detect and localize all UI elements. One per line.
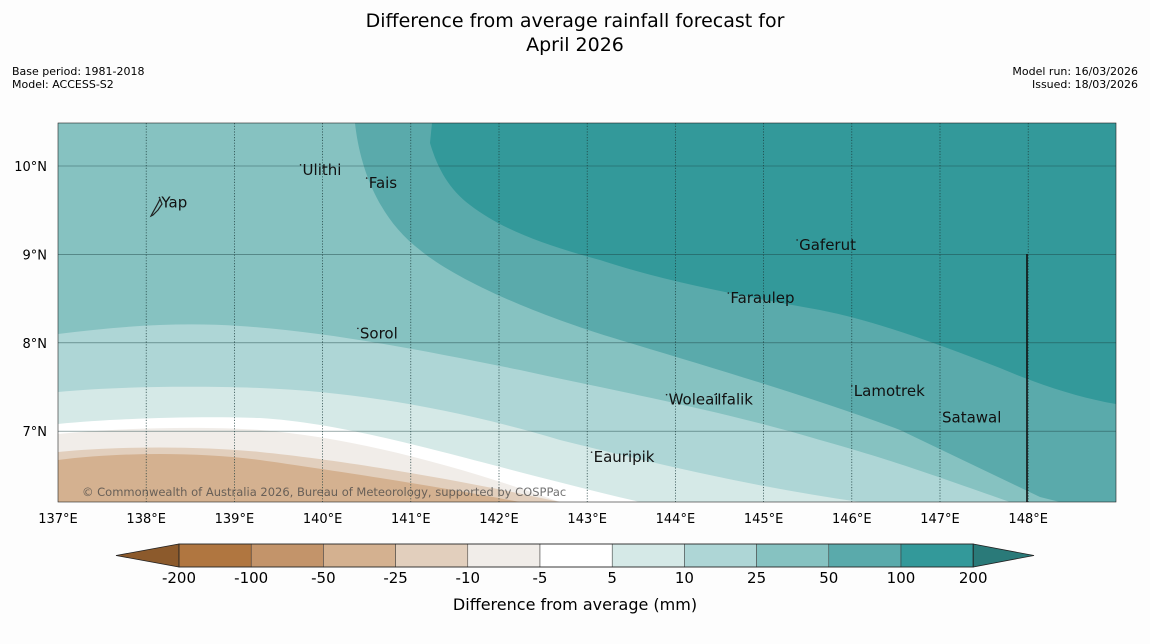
copyright-text: © Commonwealth of Australia 2026, Bureau…	[82, 485, 566, 499]
colorbar-tick-label: 50	[819, 569, 838, 587]
place-marker	[727, 292, 730, 294]
lon-tick-label: 141°E	[391, 512, 431, 527]
title-line-2: April 2026	[526, 34, 624, 56]
place-marker	[665, 393, 668, 396]
colorbar-tick-label: -10	[456, 569, 481, 587]
model-run: Model run: 16/03/2026	[1012, 65, 1138, 78]
place-marker	[357, 327, 359, 330]
colorbar-tick-label: -50	[311, 569, 336, 587]
place-marker	[299, 164, 302, 166]
place-marker	[714, 393, 716, 396]
lon-tick-label: 142°E	[479, 512, 519, 527]
map-frame	[57, 122, 1117, 503]
lat-tick-label: 10°N	[14, 160, 47, 175]
lon-tick-label: 144°E	[656, 512, 696, 527]
meta-left: Base period: 1981-2018 Model: ACCESS-S2	[12, 65, 144, 91]
axis-labels: 137°E 138°E 139°E 140°E 141°E 142°E 143°E 144°E…	[14, 160, 1048, 527]
colorbar-segment	[756, 543, 830, 568]
title-line-1: Difference from average rainfall forecas…	[365, 10, 785, 32]
colorbar-tick-label: -200	[162, 569, 196, 587]
lon-tick-label: 143°E	[567, 512, 607, 527]
place-label: Yap	[160, 194, 187, 212]
colorbar-segment	[467, 543, 541, 568]
place-marker	[851, 385, 853, 387]
issued-date: Issued: 18/03/2026	[1031, 78, 1138, 91]
yap-island	[149, 197, 163, 218]
lon-tick-label: 147°E	[920, 512, 960, 527]
colorbar-segment	[900, 543, 974, 568]
lon-tick-label: 138°E	[126, 512, 166, 527]
lon-tick-label: 146°E	[832, 512, 872, 527]
place-label: Satawal	[942, 408, 1001, 426]
place-label: Lamotrek	[854, 382, 925, 400]
place-label: Eauripik	[594, 448, 655, 466]
place-marker	[158, 196, 161, 199]
place-label: Fais	[369, 174, 398, 192]
place-labels: Ulithi Fais Yap Gaferut Faraulep Sorol Lamotre…	[158, 161, 1001, 466]
lat-tick-label: 8°N	[23, 337, 48, 352]
lon-tick-label: 137°E	[38, 512, 78, 527]
colorbar-tick-label: 5	[607, 569, 617, 587]
colorbar-tick-label: 100	[887, 569, 916, 587]
contour-fill	[58, 123, 1116, 502]
place-label: Woleai	[669, 391, 719, 409]
lon-tick-label: 145°E	[744, 512, 784, 527]
place-label: Ifalik	[717, 391, 753, 409]
colorbar-tick-label: -5	[533, 569, 548, 587]
lon-tick-label: 139°E	[215, 512, 255, 527]
lon-tick-label: 140°E	[303, 512, 343, 527]
colorbar-segment	[539, 543, 613, 568]
colorbar-high-extend	[972, 543, 1035, 568]
colorbar-low-extend	[115, 543, 180, 568]
colorbar-segment	[395, 543, 469, 568]
colorbar-segment	[684, 543, 757, 568]
place-marker	[796, 239, 798, 241]
place-label: Sorol	[360, 324, 398, 342]
map-title: Difference from average rainfall forecas…	[0, 9, 1150, 57]
place-label: Gaferut	[799, 236, 856, 254]
place-label: Faraulep	[730, 289, 794, 307]
place-marker	[590, 451, 593, 453]
colorbar: -200 -100 -50 -25 -10 -5 5 10 25 50 100 200	[115, 543, 1035, 587]
colorbar-segment	[178, 543, 252, 568]
colorbar-label: Difference from average (mm)	[453, 595, 697, 614]
grid-lines	[58, 123, 1116, 502]
band-plus-100	[430, 123, 1116, 404]
colorbar-segment	[323, 543, 396, 568]
colorbar-segment	[250, 543, 324, 568]
colorbar-tick-label: 200	[959, 569, 988, 587]
colorbar-segment	[611, 543, 685, 568]
colorbar-frame	[178, 543, 974, 568]
colorbar-segment	[828, 543, 902, 568]
lon-tick-label: 148°E	[1008, 512, 1048, 527]
model-name: Model: ACCESS-S2	[12, 78, 114, 91]
place-marker	[939, 411, 941, 414]
lat-tick-label: 7°N	[23, 425, 48, 440]
colorbar-tick-label: -25	[383, 569, 408, 587]
colorbar-tick-label: 25	[747, 569, 766, 587]
colorbar-tick-label: -100	[234, 569, 268, 587]
colorbar-tick-label: 10	[675, 569, 694, 587]
place-label: Ulithi	[303, 161, 342, 179]
lat-tick-label: 9°N	[23, 248, 48, 263]
base-period: Base period: 1981-2018	[12, 65, 145, 78]
meta-right: Model run: 16/03/2026 Issued: 18/03/2026	[1012, 65, 1138, 91]
place-marker	[365, 177, 368, 179]
